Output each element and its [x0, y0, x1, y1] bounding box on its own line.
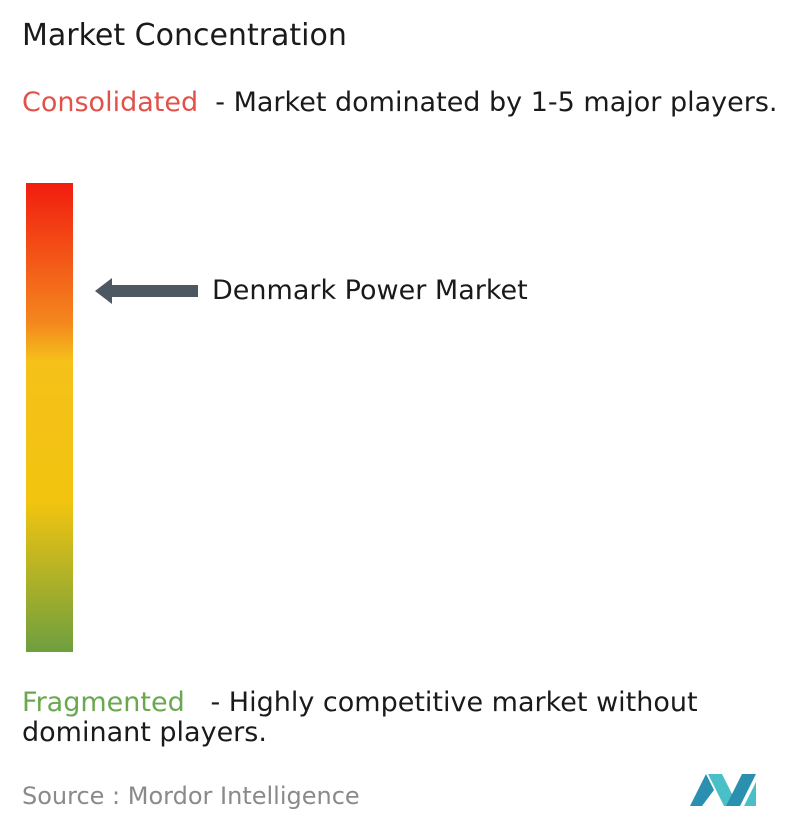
- arrow-head: [95, 278, 112, 304]
- concentration-scale: [26, 183, 73, 652]
- logo: [690, 774, 756, 806]
- fragmented-label: Fragmented: [22, 687, 185, 718]
- market-label: Denmark Power Market: [212, 275, 528, 306]
- source: Source : Mordor Intelligence: [22, 782, 360, 810]
- arrow-shaft: [110, 285, 198, 297]
- consolidated-label: Consolidated: [22, 87, 199, 118]
- fragmented-description: Fragmented - Highly competitive market w…: [22, 688, 792, 748]
- consolidated-description: Consolidated - Market dominated by 1-5 m…: [22, 88, 792, 118]
- title: Market Concentration: [22, 18, 347, 53]
- fragmented-text: - Highly competitive market without domi…: [22, 687, 698, 748]
- consolidated-text: - Market dominated by 1-5 major players.: [215, 87, 778, 118]
